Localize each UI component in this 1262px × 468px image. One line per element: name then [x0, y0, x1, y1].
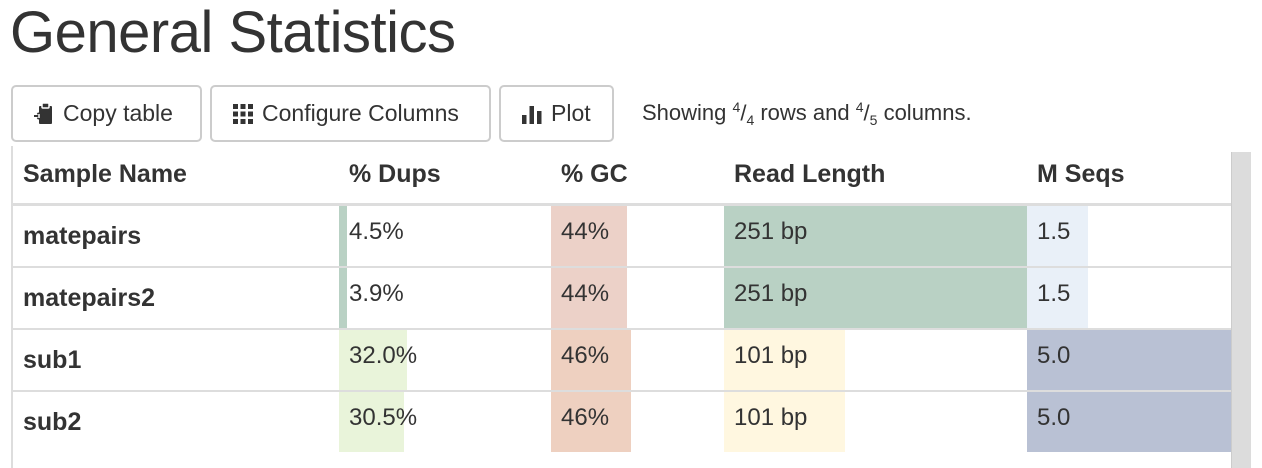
mseqs-value: 5.0	[1037, 342, 1071, 369]
gc-bar	[551, 330, 631, 390]
sample-name-cell: sub2	[13, 390, 339, 452]
readlen-cell: 251 bp	[724, 203, 1027, 267]
table-row: sub1 32.0% 46% 101 bp 5.0	[13, 328, 1231, 391]
dups-value: 32.0%	[349, 342, 418, 369]
header-m-seqs[interactable]: M Seqs	[1027, 146, 1231, 206]
plot-button[interactable]: Plot	[499, 85, 614, 142]
gc-value: 44%	[561, 280, 610, 307]
general-stats-table: Sample Name % Dups % GC Read Length M Se…	[13, 146, 1231, 452]
header-sample-name[interactable]: Sample Name	[13, 146, 339, 206]
dups-value: 4.5%	[349, 218, 404, 245]
copy-table-button[interactable]: Copy table	[11, 85, 202, 142]
copy-table-label: Copy table	[63, 100, 173, 126]
sample-name-cell: sub1	[13, 328, 339, 391]
sample-name-cell: matepairs2	[13, 266, 339, 329]
header-read-length[interactable]: Read Length	[724, 146, 1027, 206]
readlen-value: 251 bp	[734, 218, 808, 245]
readlen-bar	[724, 268, 1027, 328]
gc-cell: 44%	[551, 203, 724, 267]
bar-chart-icon	[522, 105, 542, 124]
readlen-bar	[724, 330, 845, 390]
readlen-cell: 251 bp	[724, 266, 1027, 329]
plot-label: Plot	[551, 100, 591, 126]
dups-cell: 32.0%	[339, 328, 551, 391]
mseqs-bar	[1027, 330, 1231, 390]
dups-bar	[339, 392, 404, 452]
page-title: General Statistics	[10, 0, 456, 65]
gc-cell: 46%	[551, 390, 724, 452]
configure-columns-label: Configure Columns	[262, 100, 459, 126]
readlen-cell: 101 bp	[724, 390, 1027, 452]
gc-value: 46%	[561, 404, 610, 431]
mseqs-bar	[1027, 268, 1088, 328]
table-scrollbar[interactable]	[1231, 152, 1251, 468]
mseqs-value: 1.5	[1037, 218, 1071, 245]
mseqs-bar	[1027, 206, 1088, 266]
dups-cell: 30.5%	[339, 390, 551, 452]
mseqs-bar	[1027, 392, 1231, 452]
table-header-row: Sample Name % Dups % GC Read Length M Se…	[13, 146, 1231, 206]
gc-cell: 46%	[551, 328, 724, 391]
mseqs-value: 1.5	[1037, 280, 1071, 307]
gc-value: 44%	[561, 218, 610, 245]
dups-value: 3.9%	[349, 280, 404, 307]
table-summary-text: Showing 4/4 rows and 4/5 columns.	[642, 98, 972, 129]
readlen-cell: 101 bp	[724, 328, 1027, 391]
grid-icon	[233, 103, 253, 124]
gc-bar	[551, 392, 631, 452]
header-gc[interactable]: % GC	[551, 146, 724, 206]
general-stats-table-container: Sample Name % Dups % GC Read Length M Se…	[11, 146, 1231, 468]
gc-cell: 44%	[551, 266, 724, 329]
sample-name-cell: matepairs	[13, 203, 339, 267]
dups-bar	[339, 330, 407, 390]
readlen-value: 101 bp	[734, 404, 808, 431]
gc-value: 46%	[561, 342, 610, 369]
dups-cell: 4.5%	[339, 203, 551, 267]
readlen-bar	[724, 206, 1027, 266]
clipboard-icon	[34, 101, 52, 124]
mseqs-cell: 5.0	[1027, 328, 1231, 391]
table-row: matepairs 4.5% 44% 251 bp 1.5	[13, 203, 1231, 267]
mseqs-cell: 1.5	[1027, 203, 1231, 267]
header-dups[interactable]: % Dups	[339, 146, 551, 206]
gc-bar	[551, 206, 627, 266]
dups-value: 30.5%	[349, 404, 418, 431]
gc-bar	[551, 268, 627, 328]
readlen-bar	[724, 392, 845, 452]
readlen-value: 101 bp	[734, 342, 808, 369]
dups-bar	[339, 268, 347, 328]
dups-bar	[339, 206, 347, 266]
table-row: matepairs2 3.9% 44% 251 bp 1.5	[13, 266, 1231, 329]
mseqs-value: 5.0	[1037, 404, 1071, 431]
configure-columns-button[interactable]: Configure Columns	[210, 85, 491, 142]
readlen-value: 251 bp	[734, 280, 808, 307]
mseqs-cell: 1.5	[1027, 266, 1231, 329]
table-row: sub2 30.5% 46% 101 bp 5.0	[13, 390, 1231, 452]
mseqs-cell: 5.0	[1027, 390, 1231, 452]
table-toolbar: Copy table Configure Columns Plot Showin…	[11, 84, 972, 143]
dups-cell: 3.9%	[339, 266, 551, 329]
